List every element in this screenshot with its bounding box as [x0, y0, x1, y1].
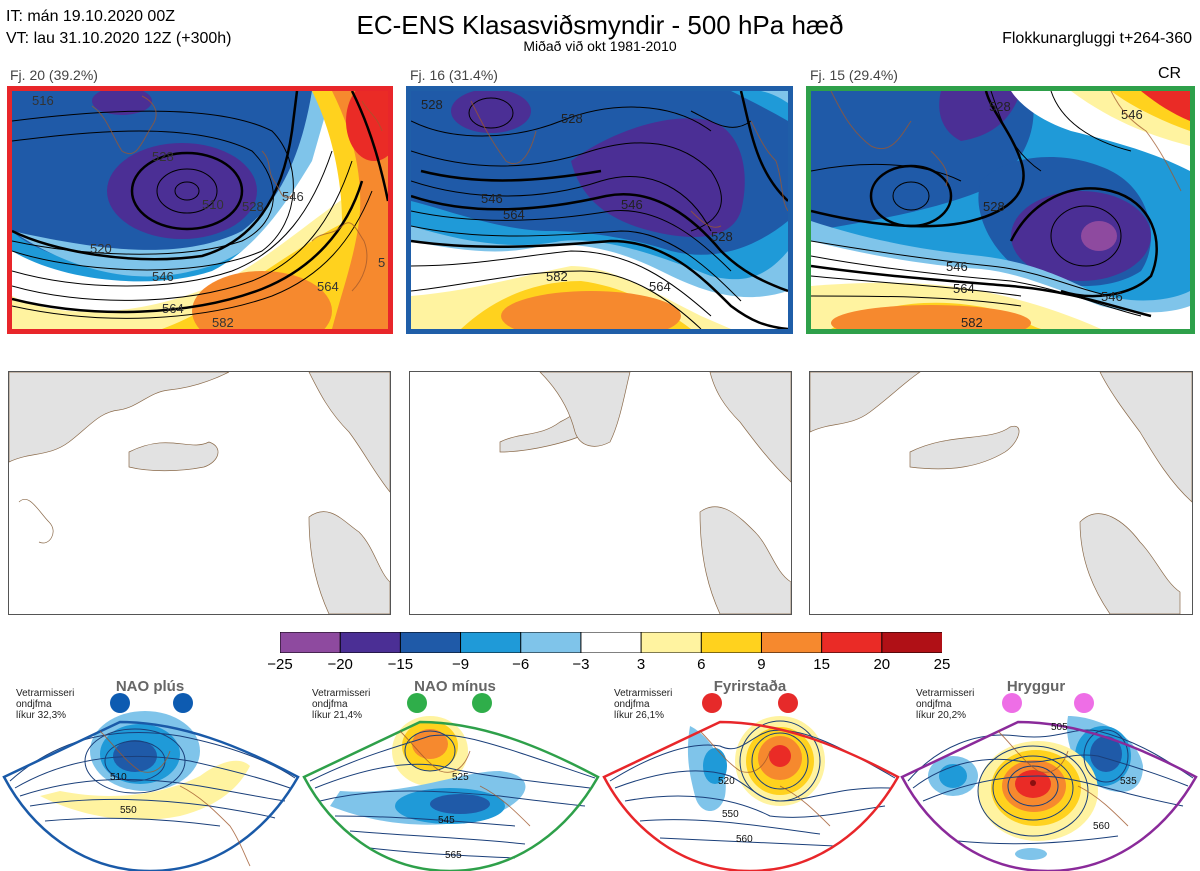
cluster-3-label: Fj. 15 (29.4%): [810, 67, 898, 83]
colorbar-tick-label: 3: [636, 656, 646, 673]
colorbar-swatch: [640, 631, 703, 654]
contour-label: 545: [438, 815, 455, 826]
contour-label: 550: [120, 805, 137, 816]
colorbar-swatch: [399, 631, 462, 654]
colorbar-swatch: [279, 631, 342, 654]
regime-nao-plus: NAO plús Vetrarmisseri ondjfma líkur 32,3%…: [0, 676, 302, 871]
colorbar-tick-label: −3: [572, 656, 590, 673]
colorbar-swatch: [520, 631, 582, 654]
regime-title: Hryggur: [1006, 678, 1066, 695]
colorbar-tick-label: 20: [873, 656, 891, 673]
regime-dot: [472, 693, 492, 713]
init-time: IT: mán 19.10.2020 00Z: [6, 8, 175, 25]
contour-label: 582: [212, 315, 234, 329]
contour-label: 564: [503, 207, 525, 222]
regime-dot: [778, 693, 798, 713]
contour-label: 520: [90, 241, 112, 256]
classification-window: Flokkunargluggi t+264-360: [1002, 30, 1192, 47]
colorbar-swatch: [580, 631, 643, 654]
colorbar-swatch: [460, 631, 522, 654]
colorbar-swatch: [881, 631, 944, 654]
colorbar-swatch: [339, 631, 402, 654]
regime-note: Vetrarmisseri ondjfma líkur 26,1%: [614, 688, 673, 721]
contour-label: 528: [421, 97, 443, 112]
blank-map-1: [8, 371, 391, 615]
contour-label: 528: [989, 99, 1011, 114]
regime-title: NAO plús: [115, 678, 185, 695]
contour-label: 525: [452, 772, 469, 783]
contour-label: 510: [110, 772, 127, 783]
regime-dot: [110, 693, 130, 713]
contour-label: 546: [1121, 107, 1143, 122]
contour-label: 528: [242, 199, 264, 214]
regime-dot: [407, 693, 427, 713]
colorbar-tick-label: 9: [757, 656, 766, 673]
colorbar-tick-label: −20: [327, 656, 353, 673]
colorbar-tick-label: −25: [267, 656, 293, 673]
colorbar-tick-label: 6: [697, 656, 706, 673]
regime-dot: [1074, 693, 1094, 713]
contour-label: 564: [649, 279, 671, 294]
contour-label: 510: [202, 197, 224, 212]
contour-label: 582: [961, 315, 983, 329]
contour-label: 528: [983, 199, 1005, 214]
regime-nao-minus: NAO mínus Vetrarmisseri ondjfma líkur 21,4…: [300, 676, 602, 871]
cluster-3-map: 528 546 528 546 564 546 582: [806, 86, 1195, 334]
regime-title: Fyrirstaða: [713, 678, 787, 695]
header-times: IT: mán 19.10.2020 00Z VT: lau 31.10.202…: [6, 6, 232, 50]
colorbar-tick-label: 15: [813, 656, 830, 673]
regime-note: Vetrarmisseri ondjfma líkur 20,2%: [916, 688, 975, 721]
colorbar-swatch: [760, 631, 823, 654]
contour-label: 5: [378, 255, 385, 270]
colorbar-ticks: −25 −20 −15 −9 −6 −3 3 6 9 15 20 25: [267, 656, 950, 674]
contour-label: 564: [317, 279, 339, 294]
cr-label: CR: [1158, 65, 1182, 82]
contour-label: 564: [953, 281, 975, 296]
contour-label: 546: [481, 191, 503, 206]
contour-label: 582: [546, 269, 568, 284]
blank-map-2: [409, 371, 792, 615]
cluster-2-map: 528 528 546 564 546 528 582 564: [406, 86, 793, 334]
contour-label: 535: [1120, 776, 1137, 787]
contour-label: 516: [32, 93, 54, 108]
colorbar-swatch: [821, 631, 883, 654]
colorbar-tick-label: −6: [512, 656, 530, 673]
contour-label: 528: [711, 229, 733, 244]
regime-blocking: Fyrirstaða Vetrarmisseri ondjfma líkur 26,…: [600, 676, 902, 871]
regime-dot: [702, 693, 722, 713]
contour-label: 528: [152, 149, 174, 164]
valid-time: VT: lau 31.10.2020 12Z (+300h): [6, 30, 232, 47]
contour-label: 560: [1093, 821, 1110, 832]
regime-dot: [173, 693, 193, 713]
colorbar: [279, 631, 944, 654]
colorbar-swatch: [700, 631, 763, 654]
colorbar-tick-label: −9: [451, 656, 470, 673]
contour-label: 546: [946, 259, 968, 274]
cluster-1-label: Fj. 20 (39.2%): [10, 67, 98, 83]
regime-dot: [1002, 693, 1022, 713]
contour-label: 560: [736, 834, 753, 845]
colorbar-tick-label: −15: [387, 656, 414, 673]
contour-label: 546: [282, 189, 304, 204]
cluster-2-label: Fj. 16 (31.4%): [410, 67, 498, 83]
regime-note: Vetrarmisseri ondjfma líkur 32,3%: [16, 688, 75, 721]
contour-label: 546: [1101, 289, 1123, 304]
contour-label: 520: [718, 776, 735, 787]
contour-label: 550: [722, 809, 739, 820]
blank-map-3: [809, 371, 1193, 615]
regime-note: Vetrarmisseri ondjfma líkur 21,4%: [312, 688, 371, 721]
regime-ridge: Hryggur Vetrarmisseri ondjfma líkur 20,2% …: [898, 676, 1200, 871]
regime-title: NAO mínus: [414, 678, 496, 695]
contour-label: 505: [1051, 722, 1068, 733]
cluster-1-map: 516 528 510 528 546 520 546 564 564 582 …: [7, 86, 393, 334]
high-center-marker: [1030, 780, 1036, 786]
contour-label: 528: [561, 111, 583, 126]
colorbar-tick-label: 25: [933, 656, 951, 673]
contour-label: 546: [621, 197, 643, 212]
page-title: EC-ENS Klasasviðsmyndir - 500 hPa hæð: [356, 10, 844, 40]
page-subtitle: Miðað við okt 1981-2010: [523, 38, 677, 54]
contour-label: 565: [445, 850, 462, 861]
contour-label: 564: [162, 301, 184, 316]
contour-label: 546: [152, 269, 174, 284]
